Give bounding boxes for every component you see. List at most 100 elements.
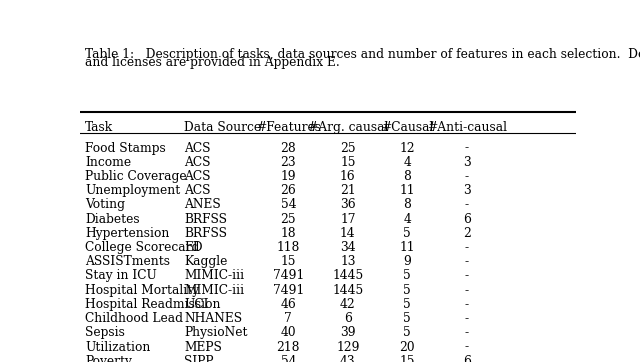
Text: 5: 5 — [403, 227, 412, 240]
Text: 6: 6 — [463, 355, 471, 362]
Text: 16: 16 — [340, 170, 356, 183]
Text: -: - — [465, 198, 469, 211]
Text: 3: 3 — [463, 156, 471, 169]
Text: MEPS: MEPS — [184, 341, 222, 354]
Text: 14: 14 — [340, 227, 356, 240]
Text: #Anti-causal: #Anti-causal — [427, 122, 507, 135]
Text: NHANES: NHANES — [184, 312, 243, 325]
Text: 6: 6 — [344, 312, 352, 325]
Text: 218: 218 — [276, 341, 300, 354]
Text: 12: 12 — [399, 142, 415, 155]
Text: 15: 15 — [340, 156, 356, 169]
Text: 19: 19 — [280, 170, 296, 183]
Text: 8: 8 — [403, 170, 412, 183]
Text: Utilization: Utilization — [85, 341, 150, 354]
Text: ACS: ACS — [184, 184, 211, 197]
Text: 18: 18 — [280, 227, 296, 240]
Text: 129: 129 — [336, 341, 360, 354]
Text: Data Source: Data Source — [184, 122, 261, 135]
Text: BRFSS: BRFSS — [184, 227, 227, 240]
Text: -: - — [465, 284, 469, 297]
Text: Task: Task — [85, 122, 113, 135]
Text: 42: 42 — [340, 298, 356, 311]
Text: 5: 5 — [403, 312, 412, 325]
Text: Childhood Lead: Childhood Lead — [85, 312, 183, 325]
Text: ANES: ANES — [184, 198, 221, 211]
Text: 25: 25 — [280, 212, 296, 226]
Text: 25: 25 — [340, 142, 356, 155]
Text: and licenses are provided in Appendix E.: and licenses are provided in Appendix E. — [85, 56, 340, 69]
Text: Public Coverage: Public Coverage — [85, 170, 187, 183]
Text: 4: 4 — [403, 212, 412, 226]
Text: #Causal: #Causal — [381, 122, 433, 135]
Text: -: - — [465, 269, 469, 282]
Text: ACS: ACS — [184, 170, 211, 183]
Text: 54: 54 — [280, 355, 296, 362]
Text: -: - — [465, 312, 469, 325]
Text: ACS: ACS — [184, 142, 211, 155]
Text: Income: Income — [85, 156, 131, 169]
Text: BRFSS: BRFSS — [184, 212, 227, 226]
Text: 36: 36 — [340, 198, 356, 211]
Text: 34: 34 — [340, 241, 356, 254]
Text: 7491: 7491 — [273, 284, 304, 297]
Text: MIMIC-iii: MIMIC-iii — [184, 284, 244, 297]
Text: 54: 54 — [280, 198, 296, 211]
Text: Diabetes: Diabetes — [85, 212, 140, 226]
Text: #Features: #Features — [256, 122, 321, 135]
Text: 13: 13 — [340, 255, 356, 268]
Text: 1445: 1445 — [332, 269, 364, 282]
Text: 46: 46 — [280, 298, 296, 311]
Text: -: - — [465, 255, 469, 268]
Text: 5: 5 — [403, 269, 412, 282]
Text: 9: 9 — [403, 255, 412, 268]
Text: 43: 43 — [340, 355, 356, 362]
Text: 3: 3 — [463, 184, 471, 197]
Text: Hospital Mortality: Hospital Mortality — [85, 284, 199, 297]
Text: 40: 40 — [280, 327, 296, 339]
Text: UCI: UCI — [184, 298, 209, 311]
Text: -: - — [465, 341, 469, 354]
Text: ACS: ACS — [184, 156, 211, 169]
Text: ASSISTments: ASSISTments — [85, 255, 170, 268]
Text: -: - — [465, 241, 469, 254]
Text: Hospital Readmission: Hospital Readmission — [85, 298, 220, 311]
Text: -: - — [465, 170, 469, 183]
Text: Unemployment: Unemployment — [85, 184, 180, 197]
Text: Kaggle: Kaggle — [184, 255, 228, 268]
Text: 20: 20 — [399, 341, 415, 354]
Text: 2: 2 — [463, 227, 471, 240]
Text: 15: 15 — [399, 355, 415, 362]
Text: Stay in ICU: Stay in ICU — [85, 269, 157, 282]
Text: 5: 5 — [403, 327, 412, 339]
Text: 17: 17 — [340, 212, 356, 226]
Text: #Arg. causal: #Arg. causal — [308, 122, 388, 135]
Text: 5: 5 — [403, 284, 412, 297]
Text: 23: 23 — [280, 156, 296, 169]
Text: 4: 4 — [403, 156, 412, 169]
Text: 15: 15 — [280, 255, 296, 268]
Text: Hypertension: Hypertension — [85, 227, 170, 240]
Text: 21: 21 — [340, 184, 356, 197]
Text: 6: 6 — [463, 212, 471, 226]
Text: 39: 39 — [340, 327, 356, 339]
Text: 8: 8 — [403, 198, 412, 211]
Text: -: - — [465, 142, 469, 155]
Text: -: - — [465, 327, 469, 339]
Text: 11: 11 — [399, 184, 415, 197]
Text: College Scorecard: College Scorecard — [85, 241, 199, 254]
Text: 5: 5 — [403, 298, 412, 311]
Text: 7: 7 — [284, 312, 292, 325]
Text: 118: 118 — [276, 241, 300, 254]
Text: SIPP: SIPP — [184, 355, 214, 362]
Text: Table 1:   Description of tasks, data sources and number of features in each sel: Table 1: Description of tasks, data sour… — [85, 48, 640, 60]
Text: Poverty: Poverty — [85, 355, 132, 362]
Text: -: - — [465, 298, 469, 311]
Text: Voting: Voting — [85, 198, 125, 211]
Text: Food Stamps: Food Stamps — [85, 142, 166, 155]
Text: 11: 11 — [399, 241, 415, 254]
Text: MIMIC-iii: MIMIC-iii — [184, 269, 244, 282]
Text: 1445: 1445 — [332, 284, 364, 297]
Text: Sepsis: Sepsis — [85, 327, 125, 339]
Text: PhysioNet: PhysioNet — [184, 327, 248, 339]
